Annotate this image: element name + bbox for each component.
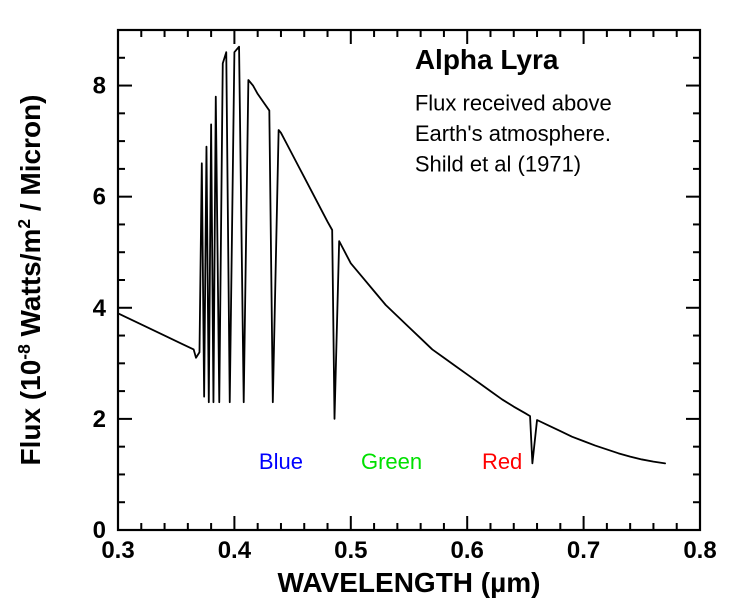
y-tick-label: 6 (93, 184, 106, 211)
x-tick-label: 0.8 (683, 537, 716, 564)
y-tick-label: 8 (93, 73, 106, 100)
plot-bg (0, 0, 737, 614)
y-axis-label: Flux (10-8 Watts/m2 / Micron) (14, 95, 46, 466)
x-tick-label: 0.4 (218, 537, 252, 564)
color-label: Red (482, 449, 522, 474)
x-tick-label: 0.5 (334, 537, 367, 564)
y-tick-label: 2 (93, 406, 106, 433)
x-axis-label: WAVELENGTH (µm) (278, 567, 541, 598)
y-tick-label: 4 (93, 295, 107, 322)
y-tick-label: 0 (93, 517, 106, 544)
x-tick-label: 0.7 (567, 537, 600, 564)
chart-title: Alpha Lyra (415, 44, 559, 75)
color-label: Blue (259, 449, 303, 474)
chart-subtitle-line: Shild et al (1971) (415, 152, 581, 177)
x-tick-label: 0.6 (451, 537, 484, 564)
x-tick-label: 0.3 (101, 537, 134, 564)
chart-subtitle-line: Earth's atmosphere. (415, 121, 611, 146)
color-label: Green (361, 449, 422, 474)
chart-subtitle-line: Flux received above (415, 91, 612, 116)
spectrum-chart: 0.3 0.4 0.5 0.6 0.7 0.8 0 2 4 6 8 WAVELENGTH (µm) Fl… (0, 0, 737, 614)
